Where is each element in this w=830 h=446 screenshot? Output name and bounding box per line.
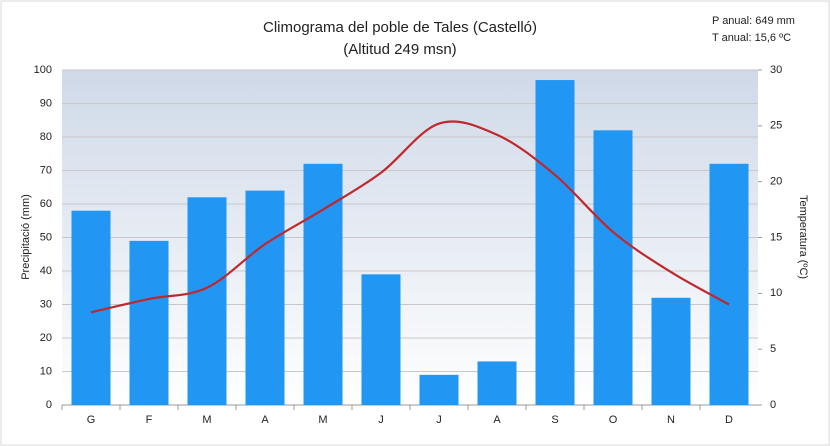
bar <box>593 130 633 406</box>
bar <box>477 361 517 405</box>
y-tick-label: 40 <box>40 265 52 277</box>
annotation: P anual: 649 mm <box>712 15 795 27</box>
bar <box>129 240 169 405</box>
y-tick-label: 60 <box>40 198 52 210</box>
annotation: T anual: 15,6 ºC <box>712 32 791 44</box>
y2-tick-label: 30 <box>770 64 782 76</box>
chart-title: Climograma del poble de Tales (Castelló) <box>263 19 537 36</box>
x-tick-label: G <box>87 414 96 426</box>
x-tick-label: J <box>378 414 384 426</box>
bar <box>361 274 401 405</box>
x-tick-label: M <box>202 414 211 426</box>
y2-tick-label: 15 <box>770 231 782 243</box>
bar <box>419 374 459 405</box>
x-tick-label: O <box>609 414 618 426</box>
y-tick-label: 80 <box>40 131 52 143</box>
chart-subtitle: (Altitud 249 msn) <box>343 41 456 58</box>
bar <box>535 80 575 406</box>
x-tick-label: M <box>318 414 327 426</box>
y-tick-label: 0 <box>46 399 52 411</box>
y-tick-label: 20 <box>40 332 52 344</box>
bar <box>187 197 227 405</box>
y-tick-label: 30 <box>40 298 52 310</box>
y-tick-label: 50 <box>40 231 52 243</box>
x-tick-label: F <box>146 414 153 426</box>
x-tick-label: N <box>667 414 675 426</box>
bar <box>303 163 343 405</box>
x-tick-label: A <box>493 414 501 426</box>
y2-axis-label: Temperatura (ºC) <box>797 195 809 279</box>
x-tick-label: D <box>725 414 733 426</box>
temperature-line <box>90 120 730 314</box>
y-tick-label: 100 <box>34 64 52 76</box>
bar <box>709 163 749 405</box>
y-axis-label: Precipitació (mm) <box>20 194 32 280</box>
x-tick-label: A <box>261 414 269 426</box>
x-tick-label: S <box>551 414 558 426</box>
y2-tick-label: 25 <box>770 120 782 132</box>
bar <box>71 210 111 405</box>
y-tick-label: 10 <box>40 365 52 377</box>
x-tick-label: J <box>436 414 442 426</box>
bar <box>651 297 691 405</box>
y-tick-label: 90 <box>40 97 52 109</box>
y2-tick-label: 20 <box>770 176 782 188</box>
y2-tick-label: 0 <box>770 399 776 411</box>
y2-tick-label: 10 <box>770 287 782 299</box>
y-tick-label: 70 <box>40 164 52 176</box>
y2-tick-label: 5 <box>770 343 776 355</box>
bar <box>245 190 285 405</box>
